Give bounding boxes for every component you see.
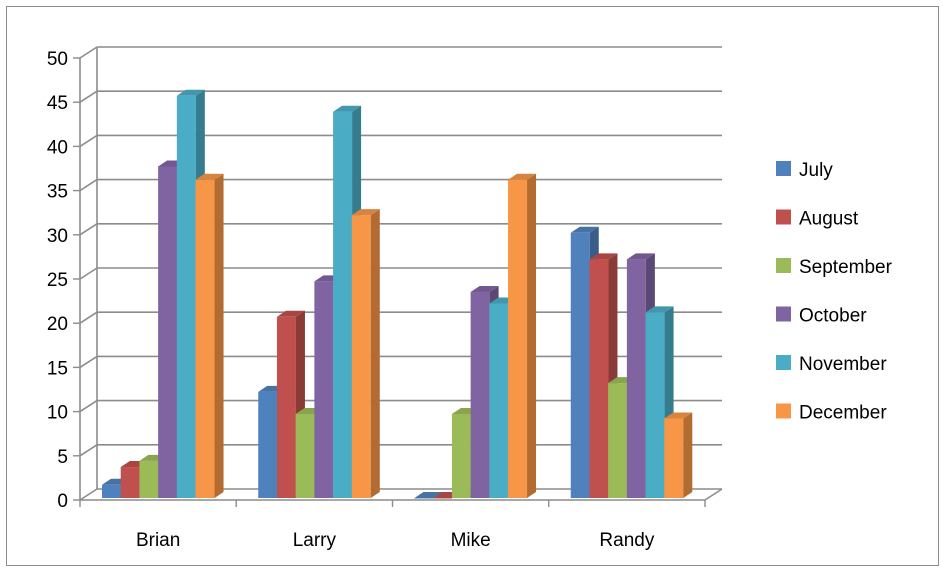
x-axis-labels: Brian Larry Mike Randy <box>136 530 655 551</box>
legend-label: August <box>799 209 859 230</box>
legend-swatch <box>776 258 791 273</box>
y-axis-ticks: 0 5 10 15 20 25 30 35 40 45 50 <box>47 49 80 512</box>
legend-item: November <box>776 354 887 375</box>
y-tick-label: 5 <box>57 447 68 468</box>
y-tick-label: 35 <box>47 182 68 203</box>
bar-front <box>139 460 159 498</box>
bar-front <box>351 215 371 498</box>
legend-label: December <box>799 403 887 424</box>
gridline-connector <box>79 444 98 457</box>
y-tick-label: 30 <box>47 226 68 247</box>
x-category-label: Larry <box>293 530 337 551</box>
legend-label: July <box>799 160 833 181</box>
bar-front <box>414 498 434 499</box>
bar-front <box>195 179 215 498</box>
y-tick-label: 0 <box>57 491 68 512</box>
bar-front <box>433 498 453 499</box>
gridline-connector <box>79 178 98 192</box>
bar-front <box>508 179 528 498</box>
y-tick-label: 50 <box>47 49 68 70</box>
bar-front <box>276 316 296 498</box>
bar-front <box>451 414 471 498</box>
gridline-connector <box>79 90 98 103</box>
y-tick-label: 45 <box>47 93 68 114</box>
gridline-connector <box>79 311 98 324</box>
y-tick-label: 20 <box>47 314 68 335</box>
bar-front <box>176 95 196 498</box>
y-tick-label: 40 <box>47 137 68 158</box>
legend-swatch <box>776 209 791 225</box>
bar-top <box>589 253 618 260</box>
bar-top <box>195 173 224 180</box>
bar-front <box>470 292 490 498</box>
gridline-connector <box>79 355 98 369</box>
bar-front <box>664 418 684 498</box>
x-category-label: Mike <box>451 530 491 551</box>
legend: July August September October November Decemb… <box>776 160 893 424</box>
floor-right-edge <box>704 488 723 501</box>
bar-front <box>314 281 334 498</box>
bar-front <box>295 414 315 498</box>
bar-side <box>370 209 380 498</box>
bar-top <box>351 209 380 216</box>
legend-swatch <box>776 403 791 419</box>
bar-top <box>664 412 693 419</box>
legend-swatch <box>776 306 791 322</box>
bar-top <box>470 286 499 293</box>
bar-front <box>258 391 278 498</box>
bar-top <box>276 310 305 317</box>
legend-item: December <box>776 403 887 424</box>
bar-side <box>214 173 224 498</box>
bar-front <box>589 259 609 498</box>
bar <box>351 209 380 498</box>
legend-swatch <box>776 355 791 370</box>
axes <box>79 47 723 507</box>
bar-front <box>102 484 121 498</box>
x-category-label: Randy <box>599 530 654 551</box>
legend-label: September <box>799 257 893 278</box>
bar-front <box>645 312 665 498</box>
legend-item: August <box>776 209 859 230</box>
bar-front <box>120 467 140 498</box>
bar-top <box>570 226 599 233</box>
gridline-connector <box>79 399 98 413</box>
gridline-connector <box>79 223 98 236</box>
legend-item: July <box>776 160 833 181</box>
bar-side <box>683 412 693 498</box>
bar-side <box>527 173 537 498</box>
gridline-connector <box>79 267 98 280</box>
legend-label: November <box>799 354 887 375</box>
bar <box>664 412 693 498</box>
bar <box>508 173 537 498</box>
bar-front <box>570 232 590 499</box>
y-tick-label: 25 <box>47 270 68 291</box>
gridline-connector <box>79 134 98 148</box>
y-tick-label: 10 <box>47 403 68 424</box>
bar-top <box>176 89 205 96</box>
bar-front <box>626 259 646 498</box>
legend-item: September <box>776 257 893 278</box>
bar-front <box>158 166 178 498</box>
gridline-connector <box>79 46 98 59</box>
bar-top <box>645 306 674 313</box>
y-tick-label: 15 <box>47 358 68 379</box>
legend-swatch <box>776 161 791 176</box>
bar-front <box>489 303 509 498</box>
legend-label: October <box>799 306 867 327</box>
x-category-label: Brian <box>136 530 180 551</box>
bars <box>102 89 693 499</box>
bar-front <box>333 111 353 498</box>
bar-top <box>333 105 362 112</box>
gridline-connector <box>79 488 98 501</box>
bar-top <box>508 173 537 180</box>
bar-top <box>626 253 655 260</box>
legend-item: October <box>776 306 867 327</box>
bar <box>195 173 224 498</box>
bar-front <box>608 383 628 498</box>
